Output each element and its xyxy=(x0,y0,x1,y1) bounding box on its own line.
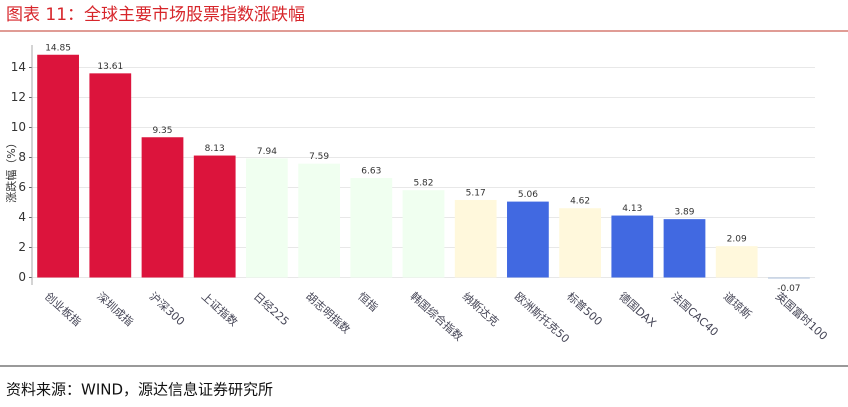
x-tick-label: 法国CAC40 xyxy=(668,289,721,339)
x-tick-label: 德国DAX xyxy=(616,289,659,330)
y-axis-label: 涨跌幅（%） xyxy=(4,137,18,202)
value-label: 8.13 xyxy=(205,144,225,154)
bar xyxy=(37,54,79,278)
value-label: 13.61 xyxy=(97,62,123,72)
x-tick-label: 恒指 xyxy=(355,289,381,314)
bar xyxy=(663,219,706,278)
y-tick-label: 12 xyxy=(11,90,26,104)
value-label: 9.35 xyxy=(152,126,172,136)
x-tick-label: 英国富时100 xyxy=(773,289,831,343)
value-label: 4.13 xyxy=(622,204,642,214)
x-tick-label: 创业板指 xyxy=(42,289,84,329)
value-label: 2.09 xyxy=(727,235,747,245)
y-tick-label: 14 xyxy=(11,60,26,74)
value-label: 3.89 xyxy=(674,208,694,218)
y-tick-label: 8 xyxy=(18,150,26,164)
value-label: 7.59 xyxy=(309,152,329,162)
bar xyxy=(298,163,340,278)
bar xyxy=(193,155,236,278)
bar xyxy=(507,201,549,278)
x-tick-label: 深圳成指 xyxy=(94,289,136,329)
value-label: 5.17 xyxy=(466,188,486,198)
x-tick-label: 道琼斯 xyxy=(721,289,755,321)
x-tick-label: 沪深300 xyxy=(146,289,187,328)
bar xyxy=(768,277,810,279)
bar xyxy=(246,158,288,278)
chart-title: 图表 11：全球主要市场股票指数涨跌幅 xyxy=(6,5,305,25)
value-label: 14.85 xyxy=(45,43,71,53)
y-tick-label: 4 xyxy=(18,210,26,224)
bar xyxy=(454,199,497,278)
value-label: 5.82 xyxy=(413,179,433,189)
bar xyxy=(611,215,654,278)
value-label: -0.07 xyxy=(777,284,800,294)
y-tick-label: 0 xyxy=(18,270,26,284)
y-tick-label: 6 xyxy=(18,180,26,194)
value-label: 6.63 xyxy=(361,167,381,177)
bar xyxy=(89,73,132,278)
y-tick-label: 10 xyxy=(11,120,26,134)
bar xyxy=(350,178,393,278)
y-tick-label: 2 xyxy=(18,240,26,254)
x-tick-label: 欧洲斯托克50 xyxy=(512,289,573,346)
value-label: 7.94 xyxy=(257,147,277,157)
value-label: 5.06 xyxy=(518,190,538,200)
bar xyxy=(402,190,445,278)
x-tick-label: 标普500 xyxy=(564,289,605,328)
x-tick-label: 上证指数 xyxy=(199,289,241,329)
source: 资料来源：WIND，源达信息证券研究所 xyxy=(6,381,273,399)
x-tick-label: 韩国综合指数 xyxy=(407,289,465,344)
x-tick-label: 日经225 xyxy=(251,290,292,328)
value-label: 4.62 xyxy=(570,197,590,207)
bar xyxy=(559,208,601,278)
x-tick-label: 胡志明指数 xyxy=(303,289,353,336)
x-tick-label: 纳斯达克 xyxy=(460,290,501,329)
bar xyxy=(715,246,758,278)
bar xyxy=(141,137,184,278)
